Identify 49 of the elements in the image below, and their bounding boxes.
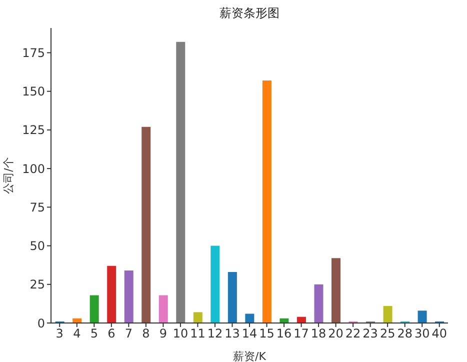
x-tick-label: 23 (362, 326, 378, 341)
bar (418, 310, 427, 323)
x-tick-label: 17 (294, 326, 309, 341)
x-tick-label: 20 (328, 326, 344, 341)
x-tick-label: 14 (242, 326, 258, 341)
x-tick-label: 9 (159, 326, 168, 341)
x-axis-title: 薪资/K (233, 350, 267, 362)
bar (383, 306, 392, 323)
bar (314, 284, 324, 323)
x-tick-label: 28 (397, 326, 412, 341)
x-tick-label: 11 (190, 326, 206, 341)
x-tick-label: 13 (224, 326, 240, 341)
y-tick-label: 125 (22, 123, 45, 138)
bar (107, 266, 116, 323)
bar (331, 258, 340, 323)
x-tick-label: 25 (380, 326, 396, 341)
y-tick-label: 75 (30, 200, 45, 214)
bar (262, 80, 272, 323)
x-tick-label: 7 (124, 326, 132, 341)
bar (158, 295, 168, 323)
bar (193, 312, 202, 323)
x-tick-label: 18 (310, 326, 326, 341)
bar (90, 295, 99, 323)
bar (124, 270, 134, 323)
bar (142, 126, 151, 323)
bar (228, 272, 237, 323)
x-tick-label: 6 (108, 326, 116, 341)
x-tick-label: 12 (207, 326, 223, 341)
y-tick-label: 100 (22, 162, 45, 176)
bar (210, 246, 220, 323)
bar (176, 42, 186, 323)
x-tick-label: 16 (276, 326, 292, 341)
chart-title: 薪资条形图 (218, 5, 280, 22)
y-tick-label: 50 (30, 239, 45, 254)
x-tick-label: 3 (56, 326, 64, 341)
x-tick-label: 5 (90, 326, 98, 341)
x-tick-label: 15 (259, 326, 274, 341)
y-tick-label: 175 (22, 46, 45, 60)
y-tick-label: 0 (37, 316, 45, 330)
bar (245, 314, 254, 323)
x-tick-label: 30 (414, 326, 430, 341)
y-tick-label: 150 (22, 84, 45, 99)
x-tick-label: 40 (432, 326, 448, 341)
y-tick-label: 25 (30, 278, 45, 292)
x-tick-label: 8 (142, 326, 150, 341)
x-tick-label: 22 (345, 326, 361, 341)
y-axis-title: 公司/个 (2, 157, 15, 194)
x-tick-label: 10 (172, 326, 188, 341)
x-tick-label: 4 (73, 326, 81, 341)
